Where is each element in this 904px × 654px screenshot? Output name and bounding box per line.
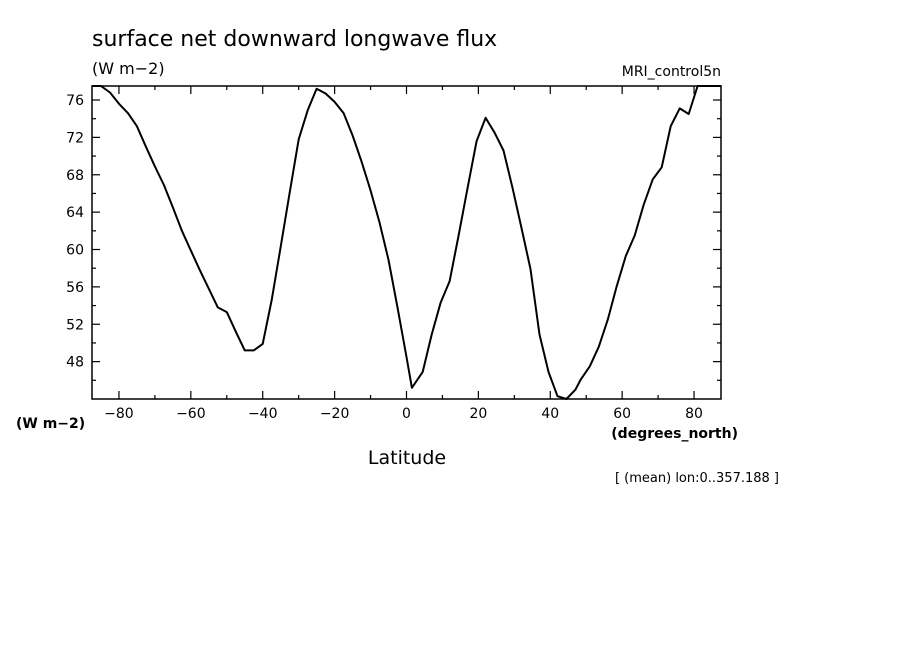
- x-tick-label: −80: [104, 406, 134, 422]
- chart-units: (W m−2): [92, 59, 165, 78]
- y-tick-label: 48: [66, 355, 84, 371]
- x-axis-units: (degrees_north): [611, 426, 738, 442]
- series-line: [92, 85, 721, 400]
- y-tick-label: 72: [66, 130, 84, 146]
- x-tick-label: −40: [248, 406, 278, 422]
- chart-title: surface net downward longwave flux: [92, 27, 497, 52]
- x-tick-label: 20: [469, 406, 487, 422]
- x-tick-label: −60: [176, 406, 206, 422]
- y-tick-label: 64: [66, 205, 84, 221]
- x-axis-label: Latitude: [368, 447, 446, 469]
- x-tick-label: 80: [685, 406, 703, 422]
- y-tick-label: 52: [66, 317, 84, 333]
- x-tick-label: 60: [613, 406, 631, 422]
- model-label: MRI_control5n: [622, 64, 721, 80]
- x-tick-label: 40: [541, 406, 559, 422]
- x-tick-labels: −80 −60 −40 −20 0 20 40 60 80: [104, 406, 703, 422]
- footer-note: [ (mean) lon:0..357.188 ]: [615, 471, 779, 486]
- y-tick-label: 56: [66, 280, 84, 296]
- y-tick-label: 76: [66, 93, 84, 109]
- plot-frame: [91, 85, 722, 400]
- x-tick-label: −20: [320, 406, 350, 422]
- x-tick-label: 0: [402, 406, 411, 422]
- y-tick-label: 60: [66, 243, 84, 259]
- y-tick-label: 68: [66, 168, 84, 184]
- y-axis-label: (W m−2): [16, 416, 85, 432]
- y-tick-labels: 48 52 56 60 64 68 72 76: [66, 93, 84, 371]
